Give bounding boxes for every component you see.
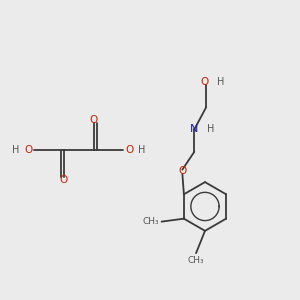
Text: O: O [178, 166, 187, 176]
Text: H: H [137, 145, 145, 155]
Text: O: O [89, 115, 98, 125]
Text: N: N [190, 124, 199, 134]
Text: CH₃: CH₃ [142, 217, 159, 226]
Text: O: O [125, 145, 134, 155]
Text: CH₃: CH₃ [188, 256, 204, 265]
Text: H: H [12, 145, 20, 155]
Text: O: O [60, 175, 68, 185]
Text: H: H [217, 77, 224, 87]
Text: O: O [201, 77, 209, 87]
Text: H: H [207, 124, 214, 134]
Text: O: O [24, 145, 33, 155]
